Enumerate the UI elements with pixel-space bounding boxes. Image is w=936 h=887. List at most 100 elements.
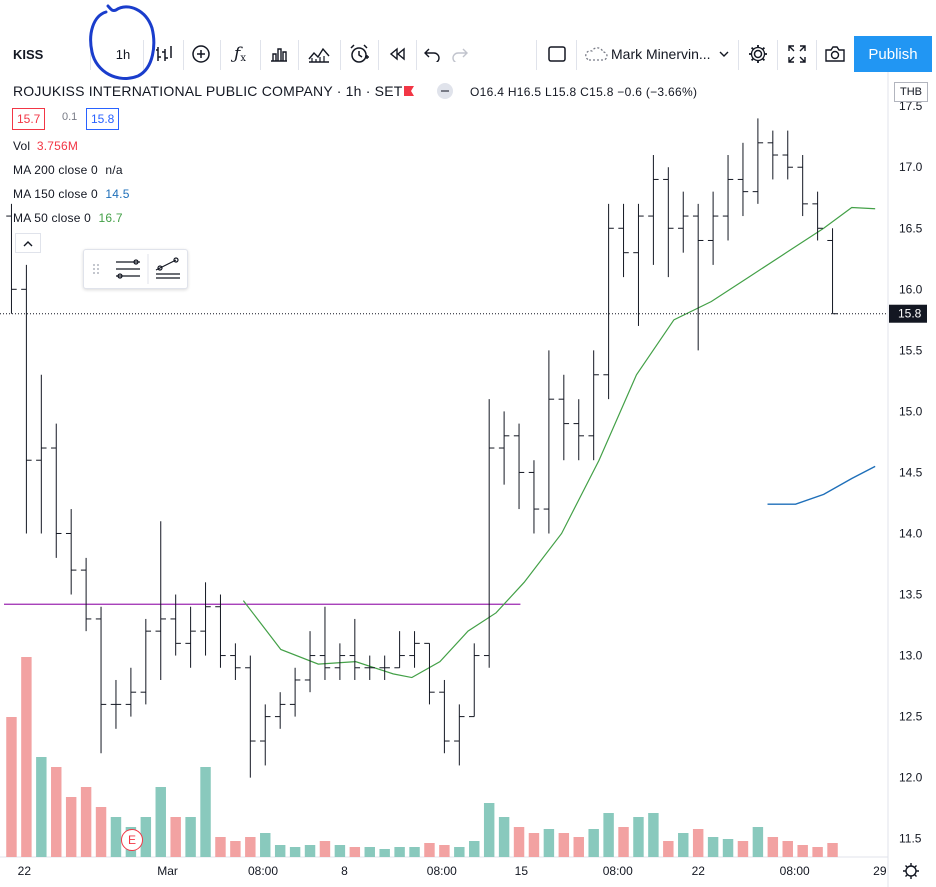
ma200-label: MA 200 close 0 xyxy=(13,163,98,177)
price-tick-label: 12.5 xyxy=(899,710,923,724)
bar-style-icon[interactable] xyxy=(146,36,182,72)
indicator-templates-icon[interactable] xyxy=(298,36,340,72)
camera-icon[interactable] xyxy=(816,36,854,72)
volume-bar xyxy=(409,847,420,857)
ohlc-bar xyxy=(140,618,152,705)
toolbar-divider xyxy=(260,40,261,70)
price-tick-label: 14.0 xyxy=(899,526,923,540)
horizontal-line-tool-icon[interactable] xyxy=(116,259,140,279)
ohlc-bar xyxy=(603,203,614,400)
volume-bar xyxy=(439,845,450,857)
fullscreen-icon[interactable] xyxy=(778,36,816,72)
bid-price-box[interactable]: 15.7 xyxy=(12,108,46,130)
ohlc-bar xyxy=(65,509,77,595)
ohlc-bar xyxy=(439,679,450,754)
ask-price-box[interactable]: 15.8 xyxy=(86,108,120,130)
price-tick-label: 15.5 xyxy=(899,343,923,357)
ohlc-bar xyxy=(95,606,107,754)
ma200-legend: MA 200 close 0 n/a xyxy=(13,163,123,177)
layout-theme-selector[interactable]: Mark Minervin... xyxy=(583,42,738,66)
ohlc-bar xyxy=(80,557,92,632)
hide-legend-icon[interactable] xyxy=(437,83,453,99)
symbol-search-button[interactable]: KISS xyxy=(13,46,44,62)
currency-label[interactable]: THB xyxy=(894,82,928,102)
volume-value: 3.756M xyxy=(36,139,79,153)
ohlc-bar xyxy=(51,423,62,558)
ohlc-bar xyxy=(304,631,316,693)
interval-button[interactable]: 1h xyxy=(115,46,131,62)
toolbar-divider xyxy=(738,40,739,70)
volume-bar xyxy=(21,657,32,857)
price-tick-label: 11.5 xyxy=(899,832,922,846)
ohlc-bar xyxy=(528,460,540,534)
volume-bar xyxy=(65,797,77,857)
ohlc-bar xyxy=(230,643,241,680)
ohlc-bar xyxy=(155,521,166,680)
compare-add-icon[interactable] xyxy=(183,36,219,72)
earnings-marker[interactable]: E xyxy=(121,829,143,851)
volume-bar xyxy=(692,829,704,857)
publish-button[interactable]: Publish xyxy=(854,36,932,72)
volume-bar xyxy=(349,847,361,857)
drag-handle-icon[interactable] xyxy=(93,264,99,274)
toolbar-divider xyxy=(340,40,341,70)
ohlc-bar xyxy=(797,155,808,217)
time-tick-label: 08:00 xyxy=(427,864,457,878)
price-tick-label: 16.5 xyxy=(899,221,923,235)
ohlc-bar xyxy=(185,606,196,668)
toolbar-divider xyxy=(777,40,778,70)
volume-bar xyxy=(289,847,301,857)
volume-bar xyxy=(752,827,764,857)
ma150-legend: MA 150 close 0 14.5 xyxy=(13,187,130,201)
ohlc-bars xyxy=(6,118,838,778)
ohlc-bar xyxy=(334,643,346,680)
rectangle-icon[interactable] xyxy=(538,36,576,72)
price-tick-label: 12.0 xyxy=(899,771,923,785)
ohlc-bar xyxy=(170,594,181,656)
volume-bar xyxy=(513,827,525,857)
toolbar-divider xyxy=(298,40,299,70)
redo-icon[interactable] xyxy=(446,36,474,72)
floating-drawing-toolbar[interactable] xyxy=(83,249,188,289)
time-tick-label: 22 xyxy=(18,864,32,878)
templates-icon[interactable] xyxy=(260,36,298,72)
volume-legend: Vol 3.756M xyxy=(13,139,78,153)
trend-line-tool-icon[interactable] xyxy=(155,257,180,279)
collapse-legend-button[interactable] xyxy=(15,233,41,253)
ohlc-bar xyxy=(663,167,674,278)
volume-bar xyxy=(230,841,241,857)
ohlc-bar xyxy=(379,655,390,680)
undo-icon[interactable] xyxy=(418,36,446,72)
volume-bar xyxy=(498,817,510,857)
ohlc-bar xyxy=(782,130,793,180)
ohlc-bar xyxy=(678,191,689,253)
settings-gear-icon[interactable] xyxy=(740,36,776,72)
volume-bar xyxy=(782,841,793,857)
volume-bar xyxy=(737,841,749,857)
last-price-line: 15.8 xyxy=(0,304,927,323)
volume-bar xyxy=(245,837,256,857)
ohlc-bar xyxy=(319,606,331,680)
ohlc-bar xyxy=(483,399,495,668)
ma50-value: 16.7 xyxy=(98,211,123,225)
spread-value: 0.1 xyxy=(62,111,78,123)
ma150-line xyxy=(767,465,876,505)
axis-settings-gear-icon[interactable] xyxy=(903,863,919,879)
volume-bar xyxy=(558,833,570,857)
volume-bar xyxy=(304,845,316,857)
toolbar-divider xyxy=(576,40,577,70)
market-status-flag-icon xyxy=(404,86,414,96)
volume-bar xyxy=(95,807,107,857)
ohlc-bar xyxy=(692,203,704,351)
volume-bar xyxy=(767,837,779,857)
ohlc-bar xyxy=(513,423,525,510)
alert-icon[interactable] xyxy=(340,36,378,72)
ohlc-bar xyxy=(498,411,510,485)
price-tick-label: 16.0 xyxy=(899,282,923,296)
ohlc-bar xyxy=(409,631,420,668)
time-tick-label: 29 xyxy=(873,864,887,878)
volume-bar xyxy=(663,841,674,857)
replay-icon[interactable] xyxy=(378,36,416,72)
